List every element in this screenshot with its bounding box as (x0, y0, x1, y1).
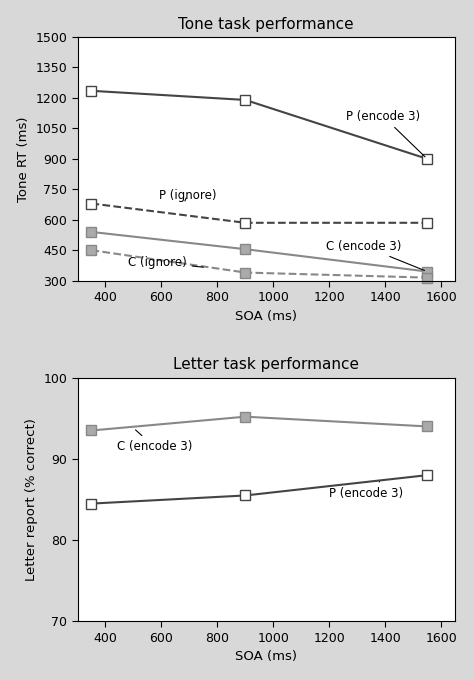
Text: C (ignore): C (ignore) (128, 256, 203, 269)
Text: P (encode 3): P (encode 3) (329, 481, 403, 500)
Title: Letter task performance: Letter task performance (173, 358, 359, 373)
Text: C (encode 3): C (encode 3) (327, 239, 425, 271)
X-axis label: SOA (ms): SOA (ms) (235, 650, 297, 663)
Text: P (ignore): P (ignore) (159, 189, 216, 202)
Y-axis label: Tone RT (ms): Tone RT (ms) (17, 116, 30, 201)
X-axis label: SOA (ms): SOA (ms) (235, 309, 297, 322)
Text: P (encode 3): P (encode 3) (346, 109, 425, 157)
Text: C (encode 3): C (encode 3) (117, 430, 192, 454)
Title: Tone task performance: Tone task performance (179, 17, 354, 32)
Y-axis label: Letter report (% correct): Letter report (% correct) (25, 418, 37, 581)
